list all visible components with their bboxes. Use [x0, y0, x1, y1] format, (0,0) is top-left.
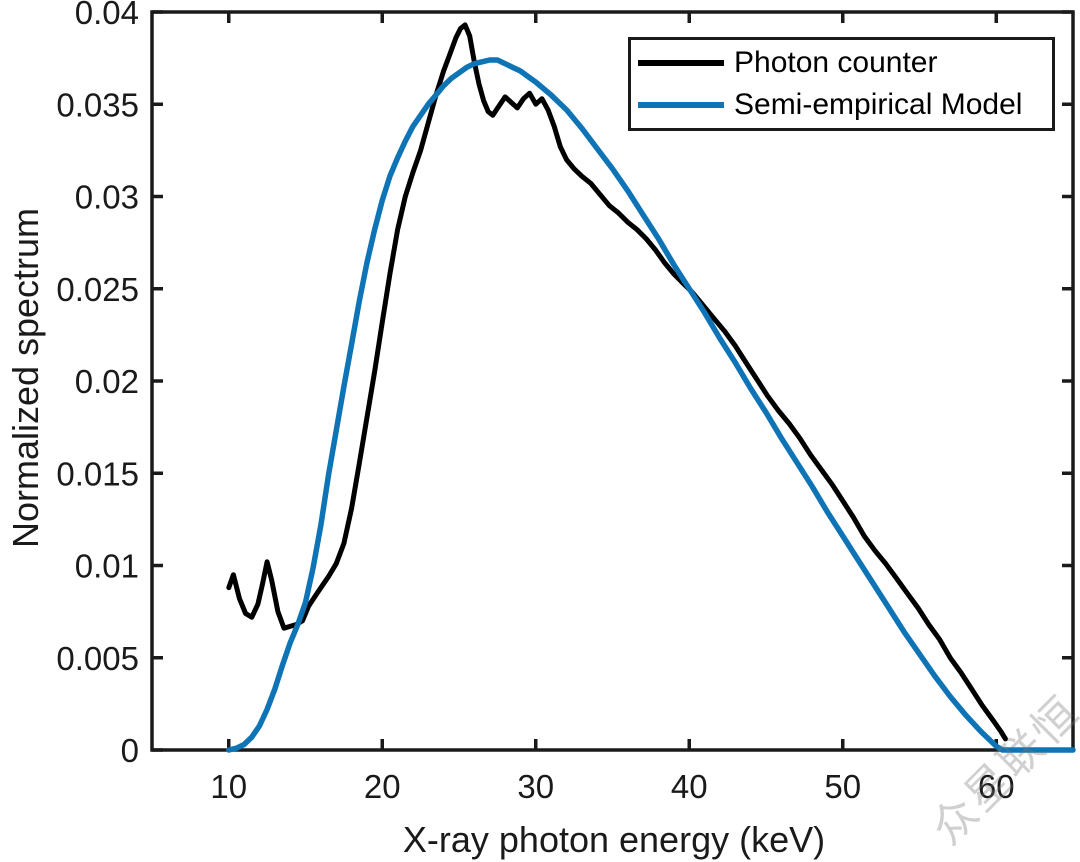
y-tick-label: 0.025 — [56, 271, 139, 308]
y-tick-label: 0.005 — [56, 640, 139, 677]
legend-item-semi-empirical-model: Semi-empirical Model — [638, 86, 1052, 124]
series-lines — [226, 22, 1076, 753]
legend: Photon counter Semi-empirical Model — [628, 37, 1055, 131]
y-tick-label: 0 — [121, 732, 139, 769]
legend-line-swatch-photon-counter — [638, 60, 724, 66]
legend-label-semi-empirical-model: Semi-empirical Model — [734, 88, 1023, 121]
series-line-semi-empirical-model — [226, 57, 1076, 753]
x-tick-label: 40 — [671, 768, 708, 805]
y-tick-label: 0.02 — [75, 363, 139, 400]
x-tick-label: 60 — [978, 768, 1015, 805]
tick-labels: 10 20 30 40 50 60 0 0.005 0.01 0.015 0.02 0.025 0.03… — [56, 0, 1014, 805]
x-tick-label: 30 — [517, 768, 554, 805]
x-tick-label: 20 — [364, 768, 401, 805]
x-tick-label: 10 — [210, 768, 247, 805]
y-tick-label: 0.035 — [56, 86, 139, 123]
y-axis-label: Normalized spectrum — [5, 207, 46, 549]
x-tick-label: 50 — [824, 768, 861, 805]
series-line-photon-counter — [226, 22, 1008, 742]
tick-marks — [152, 10, 1073, 752]
legend-item-photon-counter: Photon counter — [638, 44, 1052, 82]
y-tick-label: 0.03 — [75, 179, 139, 216]
legend-line-swatch-semi-empirical-model — [638, 102, 724, 108]
y-tick-label: 0.01 — [75, 548, 139, 585]
y-tick-label: 0.04 — [75, 0, 139, 31]
legend-label-photon-counter: Photon counter — [734, 46, 938, 79]
x-axis-label: X-ray photon energy (keV) — [402, 819, 826, 860]
y-tick-label: 0.015 — [56, 455, 139, 492]
